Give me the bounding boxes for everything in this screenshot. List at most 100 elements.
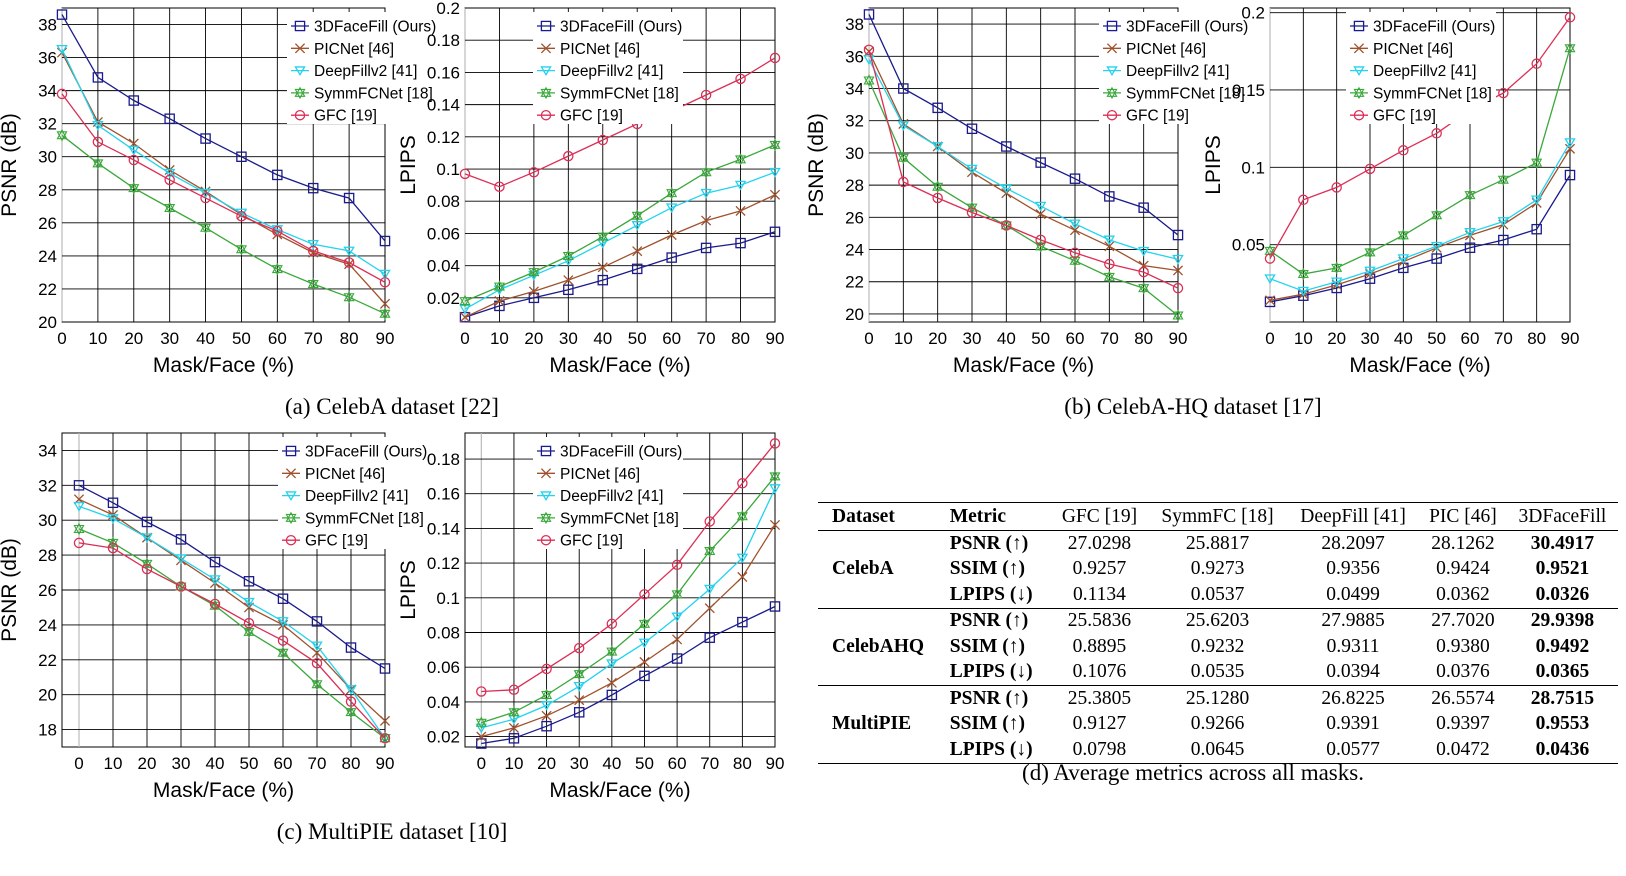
legend-label: PICNet [46] bbox=[560, 41, 640, 58]
data-point-symmfc bbox=[1531, 156, 1543, 169]
x-tick-label: 60 bbox=[274, 754, 293, 773]
legend-marker-gfc bbox=[285, 534, 297, 546]
series-line-symmfc bbox=[868, 80, 1179, 317]
multipie-psnr-chart: 0 10 20 30 40 50 60 70 80 90 18 20 22 24 26 28 30 32 34 Mas… bbox=[0, 432, 428, 802]
data-point-gfc bbox=[92, 136, 104, 148]
data-point-symmfc bbox=[1464, 188, 1476, 202]
value-cell: 0.0365 bbox=[1535, 661, 1590, 683]
table-row: PSNR (↑) 25.3805 25.1280 26.8225 26.5574 28.7… bbox=[818, 686, 1618, 712]
x-tick-label: 80 bbox=[731, 329, 750, 348]
table-header-cell: GFC [19] bbox=[1061, 505, 1138, 527]
data-point-picnet bbox=[704, 603, 715, 614]
data-point-deepfill bbox=[1172, 254, 1184, 265]
data-point-gfc bbox=[1069, 247, 1081, 259]
data-point-symmfc bbox=[379, 732, 391, 745]
data-point-gfc bbox=[932, 192, 943, 204]
data-point-picnet bbox=[508, 722, 520, 733]
data-point-gfc bbox=[307, 245, 319, 257]
data-point-3dfacefill bbox=[1138, 202, 1149, 213]
data-point-gfc bbox=[1431, 128, 1442, 139]
data-point-deepfill bbox=[379, 269, 391, 280]
data-point-3dfacefill bbox=[236, 151, 247, 162]
data-point-deepfill bbox=[736, 553, 749, 564]
data-point-picnet bbox=[666, 229, 677, 241]
x-tick-label: 40 bbox=[206, 754, 225, 773]
value-cell: 0.9380 bbox=[1436, 635, 1490, 657]
data-point-deepfill bbox=[1297, 286, 1310, 297]
y-tick-label: 0.1 bbox=[436, 589, 460, 608]
x-tick-label: 80 bbox=[1527, 329, 1546, 348]
value-cell: 0.0376 bbox=[1436, 661, 1490, 683]
data-point-picnet bbox=[701, 215, 712, 226]
dataset-cell bbox=[818, 660, 946, 686]
legend-label: DeepFillv2 [41] bbox=[1373, 63, 1476, 80]
data-point-3dfacefill bbox=[528, 292, 540, 304]
value-cell: 0.9127 bbox=[1072, 713, 1127, 735]
series-line-gfc bbox=[481, 442, 776, 693]
legend-marker-deepfill bbox=[1353, 66, 1365, 77]
data-point-symmfc bbox=[736, 510, 748, 523]
y-tick-label: 0.2 bbox=[436, 0, 460, 18]
table-group-celebahq: PSNR (↑) 25.5836 25.6203 27.9885 27.7020 29.9… bbox=[818, 608, 1618, 686]
data-point-symmfc bbox=[475, 716, 487, 729]
x-tick-label: 40 bbox=[1394, 329, 1413, 348]
y-tick-label: 0.2 bbox=[1241, 4, 1265, 23]
y-tick-label: 0.02 bbox=[427, 289, 460, 308]
data-point-3dfacefill bbox=[1331, 282, 1342, 294]
celeba-psnr-chart: 0 10 20 30 40 50 60 70 80 90 20 22 24 26 28 30 32 34 36 38 M… bbox=[0, 7, 437, 377]
data-point-gfc bbox=[73, 537, 85, 549]
table-row: CelebA SSIM (↑) 0.9257 0.9273 0.9356 0.9424 0.… bbox=[818, 557, 1618, 583]
series-line-symmfc bbox=[61, 134, 386, 315]
y-tick-label: 0.08 bbox=[427, 192, 460, 211]
data-point-deepfill bbox=[1430, 241, 1443, 252]
data-point-symmfc bbox=[735, 153, 747, 166]
data-point-symmfc bbox=[1297, 267, 1309, 281]
legend-marker-picnet bbox=[1106, 43, 1118, 54]
value-cell: 0.9391 bbox=[1326, 713, 1380, 735]
data-point-gfc bbox=[236, 210, 247, 222]
data-point-symmfc bbox=[1035, 240, 1047, 253]
value-cell: 29.9398 bbox=[1530, 610, 1595, 632]
data-point-picnet bbox=[769, 519, 781, 531]
x-tick-label: 0 bbox=[864, 329, 873, 348]
series-line-gfc bbox=[78, 542, 386, 739]
x-tick-label: 40 bbox=[196, 329, 215, 348]
x-tick-label: 70 bbox=[700, 754, 719, 773]
data-point-symmfc bbox=[1364, 246, 1376, 259]
value-cell: 0.9311 bbox=[1326, 635, 1380, 657]
data-point-3dfacefill bbox=[639, 670, 650, 682]
data-point-3dfacefill bbox=[307, 182, 319, 194]
caption-c: (c) MultiPIE dataset [10] bbox=[276, 819, 508, 844]
data-point-symmfc bbox=[1431, 209, 1443, 222]
dataset-cell bbox=[818, 531, 946, 557]
legend-label: PICNet [46] bbox=[1126, 41, 1206, 58]
value-cell: 0.0645 bbox=[1190, 738, 1245, 760]
legend-label: GFC [19] bbox=[1373, 108, 1436, 125]
value-cell: 0.0326 bbox=[1535, 583, 1590, 605]
data-point-picnet bbox=[1104, 241, 1115, 252]
series-line-picnet bbox=[78, 498, 386, 722]
table-row: LPIPS (↓) 0.0798 0.0645 0.0577 0.0472 0.0436 bbox=[818, 737, 1618, 763]
legend-label: DeepFillv2 [41] bbox=[314, 63, 417, 80]
x-tick-label: 70 bbox=[1494, 329, 1513, 348]
data-point-deepfill bbox=[307, 239, 319, 250]
series-line-picnet bbox=[481, 524, 776, 738]
dataset-cell bbox=[818, 608, 946, 634]
legend-box bbox=[287, 12, 437, 124]
data-point-deepfill bbox=[343, 246, 355, 257]
series-line-3dfacefill bbox=[1269, 174, 1571, 303]
metric-cell: PSNR (↑) bbox=[949, 532, 1029, 554]
table-row: LPIPS (↓) 0.1076 0.0535 0.0394 0.0376 0.0365 bbox=[818, 660, 1618, 686]
data-point-symmfc bbox=[243, 625, 255, 639]
value-cell: 25.3805 bbox=[1067, 687, 1132, 709]
x-tick-label: 10 bbox=[104, 754, 123, 773]
data-point-gfc bbox=[1564, 12, 1576, 23]
metric-cell: LPIPS (↓) bbox=[949, 738, 1033, 760]
data-point-3dfacefill bbox=[1531, 223, 1542, 235]
table-group-multipie: PSNR (↑) 25.3805 25.1280 26.8225 26.5574 28.7… bbox=[818, 686, 1618, 763]
table-row: MultiPIE SSIM (↑) 0.9127 0.9266 0.9391 0.9397… bbox=[818, 712, 1618, 738]
data-point-gfc bbox=[128, 154, 140, 166]
y-tick-label: 20 bbox=[38, 686, 57, 705]
data-point-picnet bbox=[379, 298, 391, 309]
data-point-3dfacefill bbox=[966, 123, 978, 135]
